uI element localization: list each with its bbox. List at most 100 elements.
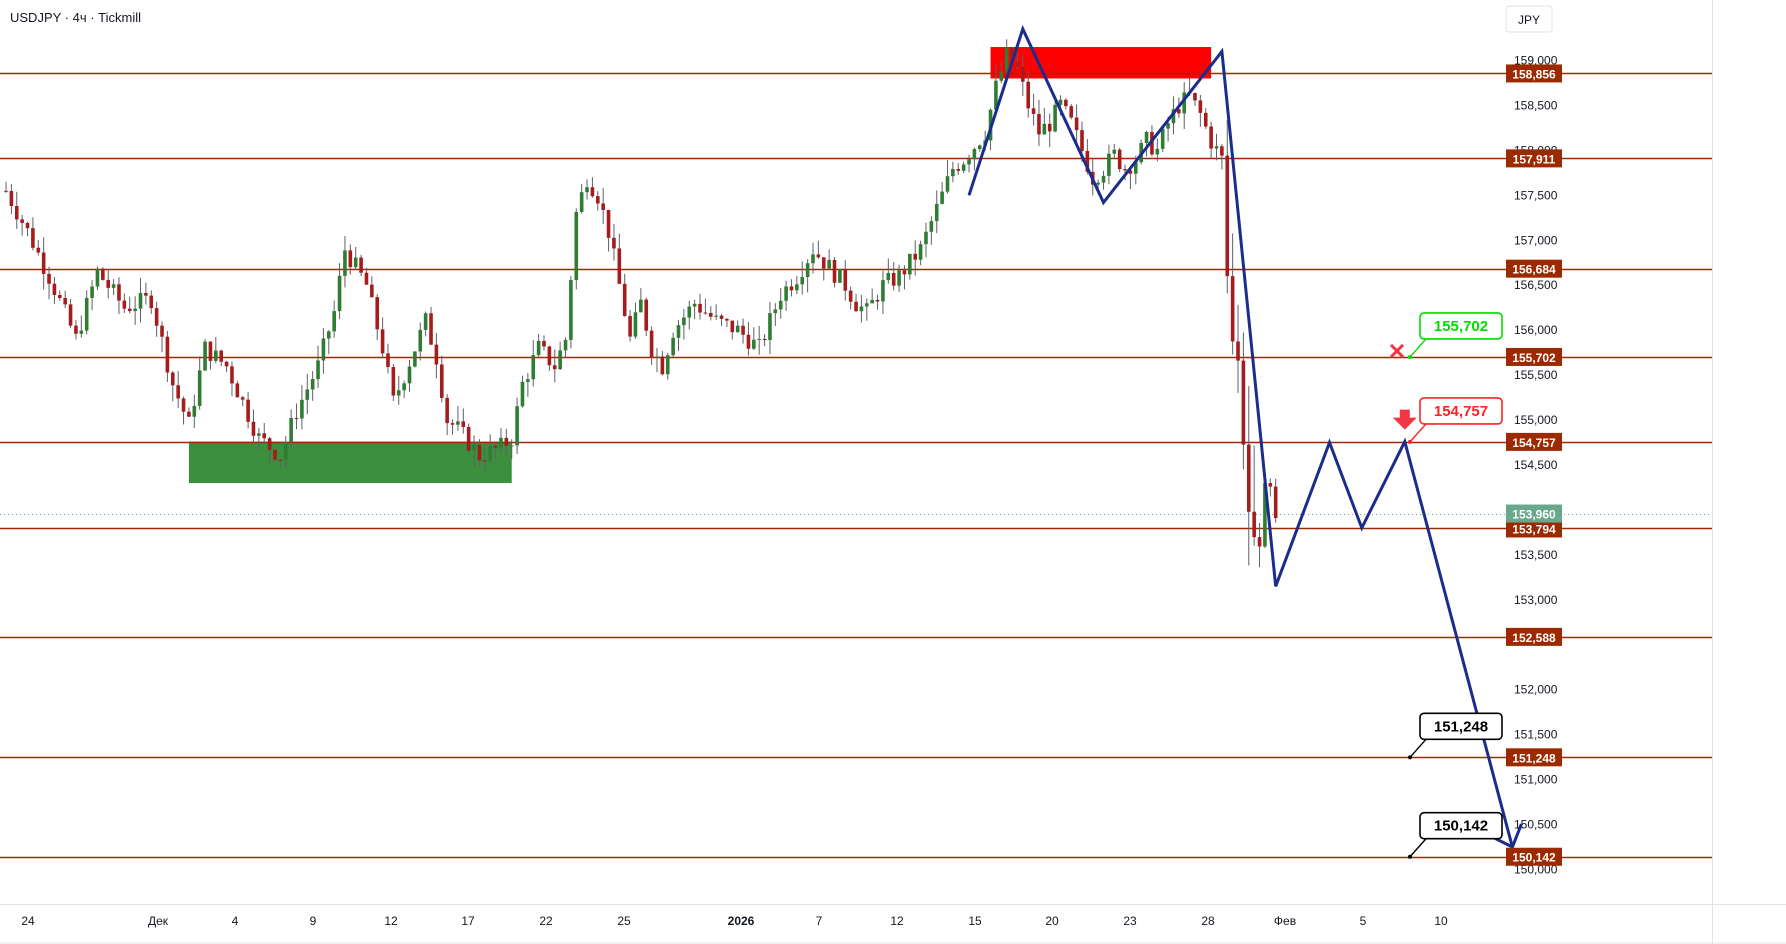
candle <box>90 280 94 311</box>
candle-body <box>224 361 229 367</box>
candle-body <box>1058 99 1063 105</box>
candle-body <box>41 252 46 274</box>
candle-body <box>563 339 568 351</box>
candle-body <box>9 191 14 207</box>
candle-body <box>165 336 170 373</box>
candle <box>735 320 740 333</box>
candle <box>262 422 267 443</box>
candle-body <box>31 228 35 248</box>
candle-body <box>977 145 982 150</box>
candle-body <box>574 211 579 281</box>
price-tick-label: 156,000 <box>1514 323 1558 337</box>
currency-badge[interactable] <box>1505 5 1553 33</box>
candle-body <box>848 290 853 302</box>
candle-body <box>127 308 132 312</box>
candle <box>101 267 105 281</box>
candle <box>176 371 180 408</box>
candle <box>47 266 51 300</box>
candle <box>240 395 245 407</box>
candle-body <box>138 293 143 309</box>
candle <box>337 263 342 320</box>
candle <box>133 296 137 325</box>
candle-body <box>1080 130 1084 151</box>
time-tick-label: 12 <box>384 914 398 928</box>
candle-body <box>1134 162 1138 174</box>
level-price-tag <box>1506 627 1562 646</box>
candle <box>649 326 654 365</box>
candle-body <box>230 366 234 384</box>
candle <box>9 183 14 215</box>
callout-target[interactable]: 151,248 <box>1408 712 1503 760</box>
candle-body <box>1101 175 1106 183</box>
callout-invalidated[interactable]: 155,702 <box>1408 312 1503 359</box>
candle <box>423 311 428 337</box>
candle <box>348 244 353 275</box>
candle-body <box>1263 483 1267 547</box>
candle <box>36 239 41 256</box>
candle-body <box>456 421 460 425</box>
candle <box>20 214 24 236</box>
price-tick-label: 158,500 <box>1514 98 1558 112</box>
candle-body <box>972 149 977 160</box>
candle <box>940 182 944 205</box>
candle-body <box>692 303 697 307</box>
candle-body <box>106 279 111 288</box>
time-tick-label: 9 <box>310 914 317 928</box>
candle-body <box>520 381 525 407</box>
candle <box>821 257 826 281</box>
candle <box>730 320 735 340</box>
candle-body <box>1273 486 1278 519</box>
candle <box>644 297 649 336</box>
candle-body <box>558 350 562 370</box>
candle-body <box>934 203 939 222</box>
callout-text: 150,142 <box>1434 818 1488 835</box>
candle-body <box>725 318 729 321</box>
candle-body <box>762 338 767 341</box>
candle <box>310 370 315 401</box>
candle <box>913 240 918 276</box>
level-price-tag <box>1506 519 1562 538</box>
candle <box>719 313 724 327</box>
candle <box>493 443 498 460</box>
candle-body <box>622 283 627 316</box>
candle-body <box>838 269 842 283</box>
candle-body <box>773 309 778 314</box>
candle <box>445 394 449 435</box>
candle <box>838 269 842 284</box>
candle-body <box>1225 155 1230 277</box>
callout-entry[interactable]: 154,757 <box>1408 397 1503 444</box>
candle <box>1047 113 1052 148</box>
candle-body <box>262 433 267 439</box>
price-tick-label: 154,500 <box>1514 458 1558 472</box>
candle <box>596 191 600 211</box>
candle <box>961 161 966 174</box>
candle <box>725 317 729 328</box>
candle <box>74 319 78 340</box>
candle-body <box>504 437 509 446</box>
candle <box>778 287 783 319</box>
candle-body <box>418 329 423 352</box>
candle <box>746 322 751 356</box>
time-tick-label: 23 <box>1123 914 1137 928</box>
candle-body <box>805 263 810 278</box>
candle-body <box>606 209 611 238</box>
callout-target[interactable]: 150,142 <box>1408 811 1503 859</box>
candle-body <box>617 248 622 284</box>
candle <box>418 322 423 361</box>
entry-down-arrow-icon <box>1392 409 1417 430</box>
candle <box>1182 82 1187 130</box>
candle-body <box>1155 148 1160 155</box>
candle-body <box>170 372 175 386</box>
candle <box>660 350 665 376</box>
candle-body <box>940 191 944 204</box>
candle <box>332 300 336 338</box>
candle <box>203 338 207 372</box>
candle-body <box>784 286 788 301</box>
candle-body <box>488 445 492 461</box>
candle-body <box>327 331 331 339</box>
candle <box>251 409 256 444</box>
callout-anchor-dot <box>1408 439 1412 444</box>
price-tick-label: 157,000 <box>1514 233 1558 247</box>
level-price-tag <box>1506 64 1562 83</box>
